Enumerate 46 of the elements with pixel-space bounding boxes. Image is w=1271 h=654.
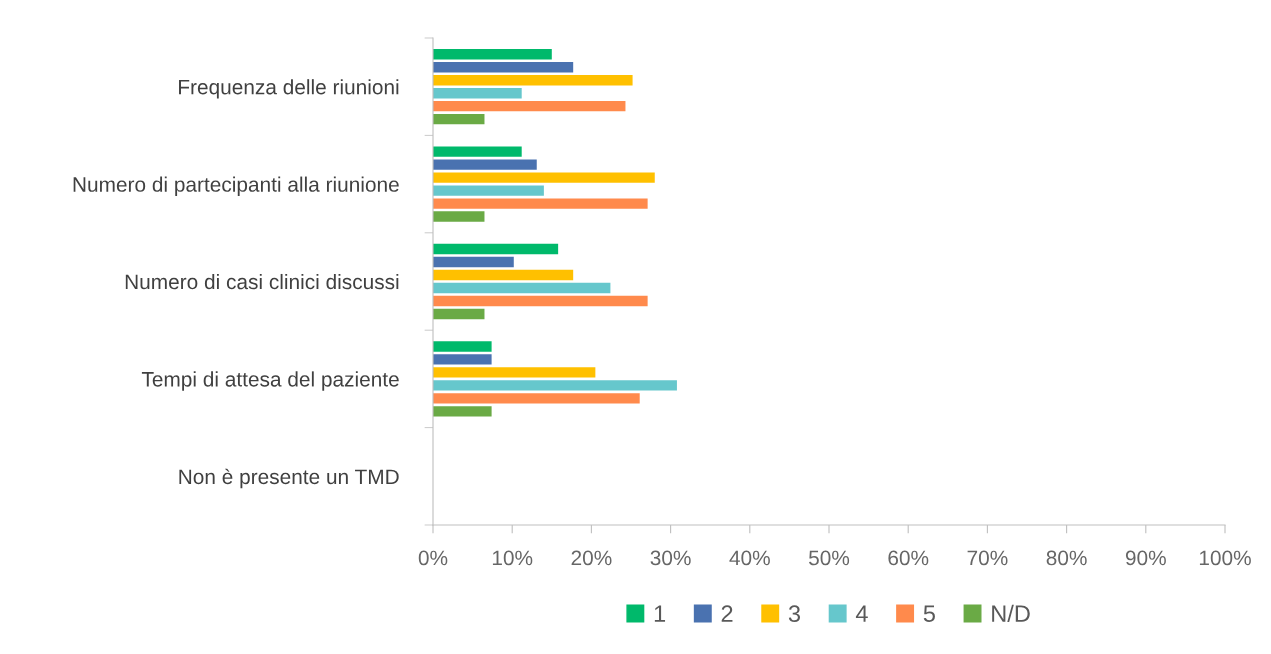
bar bbox=[433, 269, 574, 281]
legend-label: 1 bbox=[654, 605, 666, 622]
x-tick-label: 0% bbox=[418, 550, 448, 566]
y-tick-label: Frequenza delle riunioni bbox=[179, 79, 399, 99]
legend-label: N/D bbox=[992, 604, 1030, 623]
bar bbox=[433, 172, 655, 183]
x-tick-label: 70% bbox=[967, 550, 1008, 566]
bar bbox=[433, 49, 552, 60]
x-tick-label: 90% bbox=[1125, 550, 1166, 566]
bar bbox=[433, 308, 485, 320]
bar bbox=[433, 185, 544, 196]
bar bbox=[433, 341, 492, 352]
bar bbox=[433, 198, 648, 209]
bar bbox=[433, 406, 492, 417]
bar bbox=[433, 367, 596, 378]
x-tick-label: 40% bbox=[729, 550, 770, 566]
bar bbox=[433, 393, 640, 404]
bar bbox=[433, 75, 633, 86]
bar bbox=[433, 211, 485, 222]
bar bbox=[433, 256, 514, 268]
legend-label: 5 bbox=[923, 605, 935, 623]
x-tick-label: 10% bbox=[492, 550, 533, 566]
x-tick-label: 20% bbox=[571, 550, 612, 566]
y-tick-label: Tempi di attesa del paziente bbox=[141, 371, 399, 391]
bar bbox=[433, 380, 677, 391]
x-tick-label: 30% bbox=[650, 550, 691, 566]
x-tick-label: 50% bbox=[808, 550, 850, 566]
x-tick-label: 80% bbox=[1046, 550, 1087, 566]
bar bbox=[433, 146, 522, 157]
y-tick-label: Numero di casi clinici discussi bbox=[125, 273, 399, 290]
y-tick-label: Non è presente un TMD bbox=[179, 468, 399, 489]
y-tick-label: Numero di partecipanti alla riunione bbox=[73, 176, 399, 196]
bar bbox=[433, 159, 537, 170]
bar bbox=[433, 243, 559, 255]
bar bbox=[433, 282, 611, 294]
bar bbox=[433, 113, 485, 125]
x-tick-label: 100% bbox=[1199, 550, 1251, 566]
bar bbox=[433, 88, 522, 99]
legend-label: 4 bbox=[855, 605, 868, 622]
legend-label: 3 bbox=[788, 605, 801, 623]
bar bbox=[433, 354, 492, 365]
x-tick-label: 60% bbox=[888, 550, 929, 566]
bar bbox=[433, 295, 648, 307]
bar bbox=[433, 100, 626, 112]
bar bbox=[433, 62, 574, 73]
legend-label: 2 bbox=[721, 605, 733, 622]
